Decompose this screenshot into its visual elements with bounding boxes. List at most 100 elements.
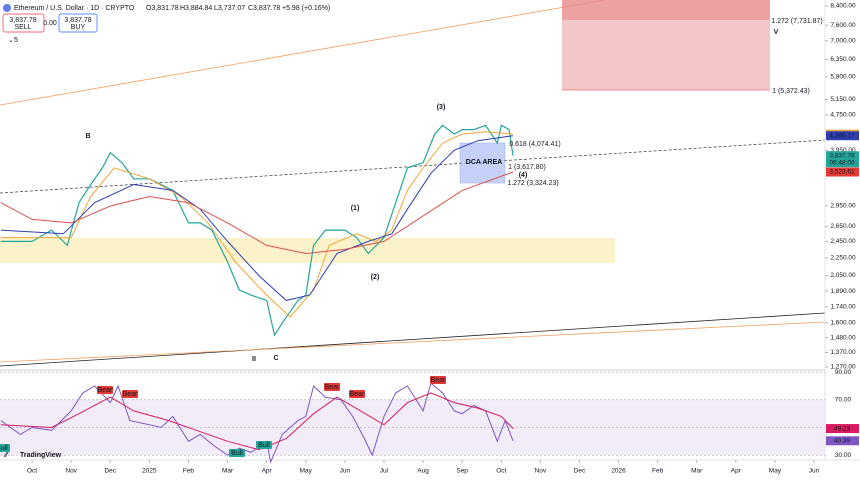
trendline	[0, 312, 826, 367]
y-tick-label: 1,740.00	[830, 304, 856, 311]
signal-label: Bear	[123, 391, 138, 398]
series-line	[0, 124, 514, 337]
ohlc-value: H3,884.84	[180, 5, 212, 12]
buy-price[interactable]: 3,837.78	[64, 17, 91, 24]
price-tag-label: 49.23	[834, 425, 851, 432]
x-tick-label: Oct	[27, 468, 37, 475]
x-tick-label: Jun	[340, 468, 351, 475]
price-tag-label: 40.39	[834, 438, 851, 445]
price-tag	[826, 436, 859, 446]
collapse-toggle[interactable]: ⌄	[8, 37, 14, 44]
series-line	[0, 135, 514, 301]
target-zone	[562, 20, 770, 90]
y-tick-label: 2,650.00	[830, 223, 856, 230]
series-line	[0, 382, 514, 464]
signal-badge	[349, 390, 365, 398]
annotation: II	[252, 356, 256, 363]
price-tag	[826, 424, 859, 434]
signal-label: Bull	[231, 450, 243, 457]
y-tick-label: 5,800.00	[830, 73, 856, 80]
annotation: (3)	[437, 104, 446, 111]
signal-badge	[324, 383, 340, 391]
x-tick-label: Apr	[731, 468, 742, 475]
annotation: DCA AREA	[466, 159, 502, 166]
y-tick-label: 2,050.00	[830, 272, 856, 279]
signal-badge	[256, 441, 272, 449]
x-tick-label: Mar	[222, 468, 234, 475]
y-tick-label: 5,150.00	[830, 96, 856, 103]
y-tick-label: 1,890.00	[830, 288, 856, 295]
spread: 0.00	[43, 20, 57, 27]
symbol-logo	[3, 4, 11, 12]
ohlc-value: +5.98 (+0.16%)	[282, 5, 330, 12]
signal-badge	[0, 444, 10, 452]
series-line	[0, 171, 514, 255]
y-tick-label: 2,950.00	[830, 203, 856, 210]
sell-price[interactable]: 3,837.78	[9, 17, 36, 24]
annotation: (1)	[351, 205, 360, 212]
x-tick-label: Nov	[65, 468, 77, 475]
annotation: (2)	[371, 274, 380, 281]
signal-label: Bull	[258, 442, 270, 449]
sell-button[interactable]	[2, 13, 45, 33]
price-tag	[826, 167, 859, 177]
signal-label: Bear	[325, 384, 340, 391]
x-tick-label: May	[769, 468, 782, 475]
brand: TradingView	[20, 452, 62, 459]
price-tag-label: 3,523.61	[829, 169, 855, 176]
signal-badge	[122, 390, 138, 398]
signal-label: Bear	[431, 377, 446, 384]
x-tick-label: Nov	[535, 468, 547, 475]
annotation: 1 (3,617.80)	[508, 164, 546, 171]
x-tick-label: May	[300, 468, 313, 475]
y-tick-label: 2,250.00	[830, 254, 856, 261]
y-tick-label: 1,270.00	[830, 364, 856, 371]
y-tick-label: 7,600.00	[830, 22, 856, 29]
x-tick-label: 2025	[142, 468, 157, 475]
annotation: 1 (5,372.43)	[772, 88, 810, 95]
buy-button[interactable]	[58, 13, 98, 33]
sell-label[interactable]: SELL	[14, 24, 31, 31]
y-tick-label: 1,480.00	[830, 334, 856, 341]
x-tick-label: Dec	[104, 468, 116, 475]
dca-zone	[459, 142, 506, 184]
y-tick-label: 3,950.00	[830, 147, 856, 154]
x-tick-label: Apr	[262, 468, 273, 475]
annotation: V	[774, 29, 779, 36]
ohlc-value: L3,737.07	[214, 5, 245, 12]
signal-label: Bull	[0, 445, 8, 452]
signal-label: Bear	[98, 387, 113, 394]
price-tag	[826, 151, 859, 168]
x-tick-label: 2026	[611, 468, 626, 475]
y-tick-label: 8,400.00	[830, 3, 856, 10]
buy-label[interactable]: BUY	[71, 24, 86, 31]
y-tick-label: 90.00	[835, 369, 852, 376]
y-tick-label: 7,000.00	[830, 38, 856, 45]
y-tick-label: 30.00	[835, 452, 852, 459]
y-tick-label: 6,350.00	[830, 56, 856, 63]
y-tick-label: 4,750.00	[830, 112, 856, 119]
target-zone	[562, 0, 770, 20]
signal-badge	[430, 376, 446, 384]
x-tick-label: Feb	[183, 468, 195, 475]
x-tick-label: Jul	[380, 468, 389, 475]
x-tick-label: Jun	[809, 468, 820, 475]
brand-logo: ⁄⁄	[3, 452, 9, 459]
support-zone	[0, 238, 615, 263]
indicator-count[interactable]: 5	[14, 37, 18, 44]
annotation: (4)	[519, 172, 528, 179]
annotation: 1.272 (3,324.23)	[507, 180, 558, 187]
ohlc-value: O3,831.78	[146, 5, 179, 12]
y-tick-label: 70.00	[835, 397, 852, 404]
y-tick-label: 1,370.00	[830, 349, 856, 356]
y-tick-label: 2,450.00	[830, 238, 856, 245]
x-tick-label: Oct	[496, 468, 506, 475]
countdown: 08:48:00	[829, 159, 855, 166]
x-tick-label: Feb	[652, 468, 664, 475]
series-line	[0, 392, 514, 451]
annotation: B	[85, 133, 90, 140]
trendline	[0, 321, 826, 363]
